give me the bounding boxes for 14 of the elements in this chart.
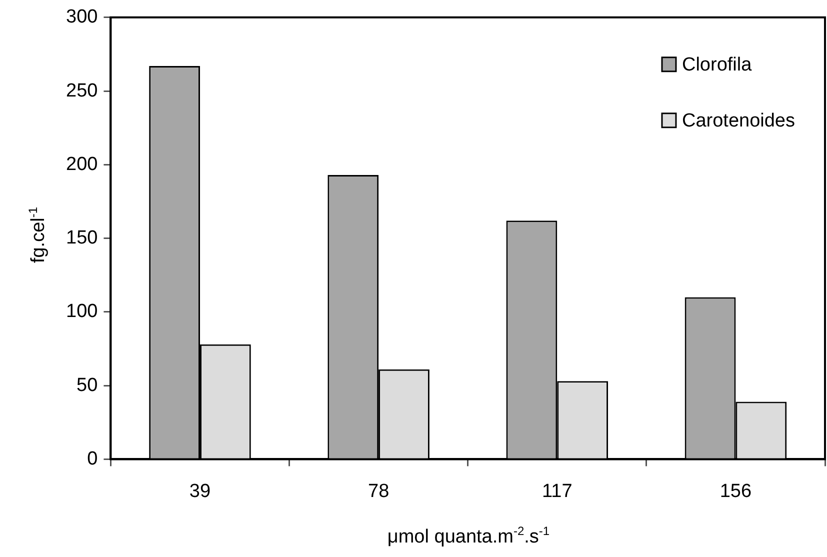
x-axis-title: μmol quanta.m$^{-2}$.s$^{-1}$ (386, 524, 551, 548)
y-tick-label: 300 (66, 6, 98, 28)
x-tick-label: 39 (189, 480, 211, 502)
y-tick-label: 0 (87, 448, 98, 470)
y-tick-label: 100 (66, 301, 98, 322)
y-tick-label: 200 (66, 154, 98, 175)
legend-label: Carotenoides (682, 110, 796, 132)
x-tick-label: 156 (720, 480, 752, 502)
y-tick-label: 250 (66, 80, 98, 102)
x-tick-label: 78 (368, 480, 390, 502)
y-tick-label: 150 (66, 228, 98, 249)
x-tick-label: 117 (542, 480, 572, 502)
y-tick-label: 50 (76, 374, 98, 396)
legend-label: Clorofila (682, 54, 752, 76)
